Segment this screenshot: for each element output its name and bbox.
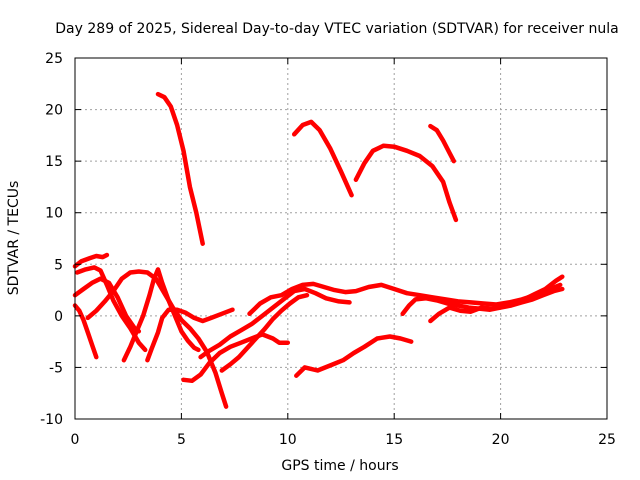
series-arc-4 — [428, 123, 457, 164]
x-axis-title: GPS time / hours — [281, 458, 398, 474]
x-tick-label: 0 — [71, 432, 80, 448]
y-tick-label: -5 — [49, 360, 63, 376]
series-arc-15 — [247, 281, 563, 317]
y-tick-label: 5 — [54, 257, 63, 273]
y-tick-label: 0 — [54, 309, 63, 325]
x-tick-label: 25 — [598, 432, 616, 448]
series-layer — [72, 91, 565, 409]
y-tick-label: 10 — [45, 206, 63, 222]
x-tick-label: 5 — [177, 432, 186, 448]
y-tick-label: 25 — [45, 51, 63, 67]
series-arc-10 — [121, 267, 201, 363]
series-arc-11 — [145, 307, 235, 363]
series-arc-13 — [198, 286, 352, 360]
series-arc-2 — [291, 119, 354, 198]
series-arc-16 — [294, 334, 414, 378]
y-tick-label: 20 — [45, 103, 63, 119]
y-tick-label: -10 — [40, 412, 63, 428]
x-tick-label: 10 — [279, 432, 297, 448]
series-arc-3 — [353, 143, 459, 223]
y-axis-title: SDTVAR / TECUs — [6, 181, 22, 296]
series-arc-8 — [72, 303, 99, 360]
chart-title: Day 289 of 2025, Sidereal Day-to-day VTE… — [55, 21, 618, 37]
series-arc-18 — [428, 274, 565, 324]
series-arc-5 — [72, 252, 110, 269]
series-arc-14 — [219, 292, 310, 373]
series-arc-12 — [181, 332, 291, 384]
plot-frame — [74, 57, 608, 420]
ticks-layer: 0 5 10 15 20 25 -10 -5 0 5 10 15 20 25 — [40, 51, 616, 448]
grid-layer — [75, 58, 607, 419]
series-arc-7 — [72, 276, 142, 334]
series-arc-1 — [155, 91, 205, 246]
y-tick-label: 15 — [45, 154, 63, 170]
series-arc-9 — [85, 269, 229, 409]
x-tick-label: 20 — [492, 432, 510, 448]
x-tick-label: 15 — [385, 432, 403, 448]
